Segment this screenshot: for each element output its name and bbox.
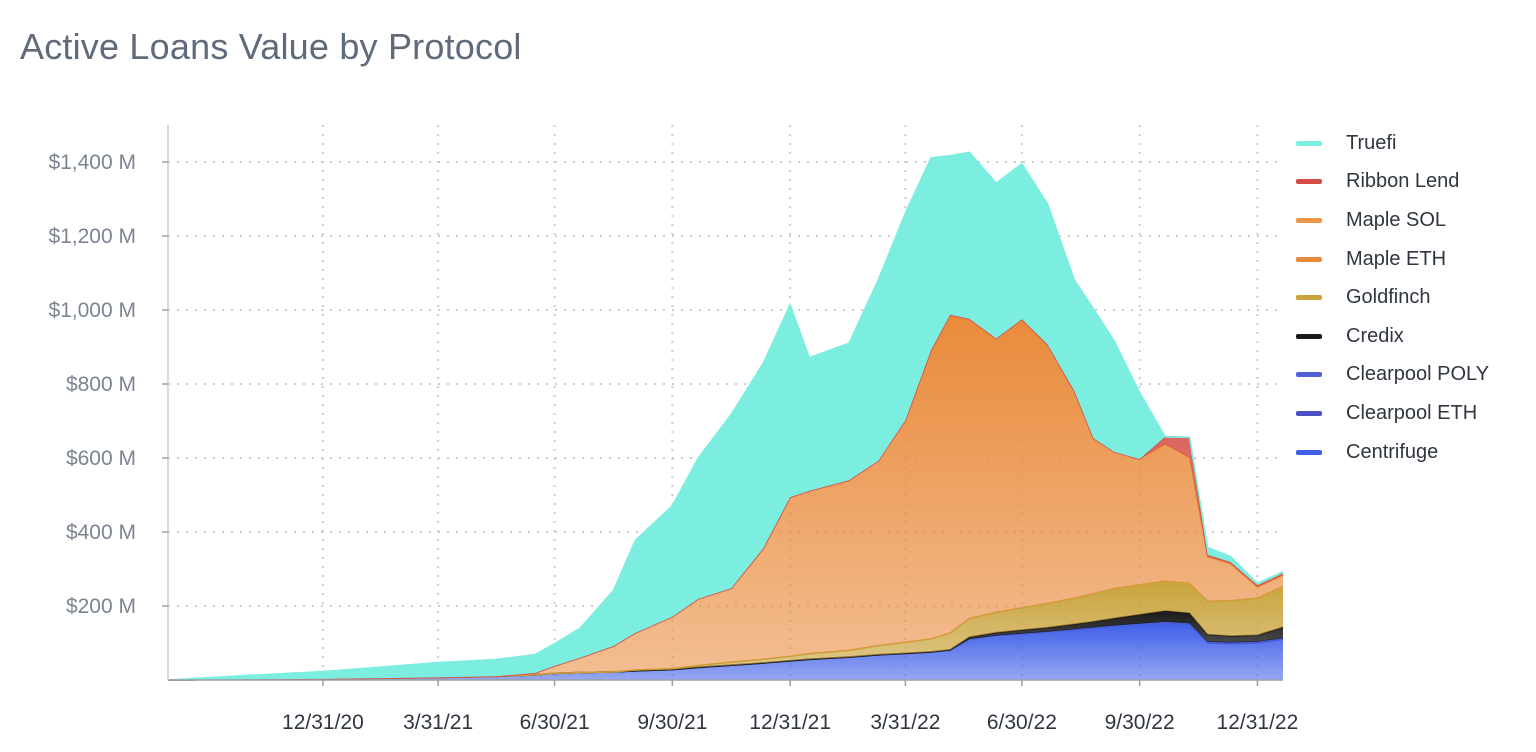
x-tick-labels: 12/31/20 3/31/21 6/30/21 9/30/21 12/31/21 3/3… <box>282 680 1298 734</box>
x-tick-label: 3/31/21 <box>403 711 473 734</box>
legend-swatch <box>1296 333 1322 339</box>
area-centrifuge <box>168 622 1283 680</box>
x-tick-label: 6/30/21 <box>520 711 590 734</box>
legend-label: Credix <box>1346 324 1404 347</box>
area-credix <box>168 610 1283 680</box>
x-tick-label: 6/30/22 <box>987 711 1057 734</box>
legend-item[interactable]: Credix <box>1296 317 1489 356</box>
legend-item[interactable]: Centrifuge <box>1296 433 1489 472</box>
legend-item[interactable]: Goldfinch <box>1296 278 1489 317</box>
stacked-areas <box>167 151 1284 681</box>
chart-title: Active Loans Value by Protocol <box>20 26 522 67</box>
legend-item[interactable]: Maple SOL <box>1296 201 1489 240</box>
legend-item[interactable]: Clearpool POLY <box>1296 356 1489 395</box>
area-truefi <box>168 152 1283 680</box>
x-tick-label: 9/30/22 <box>1105 711 1175 734</box>
legend-label: Clearpool POLY <box>1346 363 1490 386</box>
legend-swatch <box>1296 256 1322 262</box>
y-tick-labels: $200 M $400 M $600 M $800 M $1,000 M $1,200 M… <box>48 151 168 618</box>
y-tick-label: $1,200 M <box>48 225 136 248</box>
x-tick-label: 12/31/21 <box>749 711 831 734</box>
legend-swatch <box>1296 295 1322 301</box>
y-tick-label: $200 M <box>66 595 136 618</box>
legend-label: Truefi <box>1346 131 1397 154</box>
legend-swatch <box>1296 449 1322 455</box>
legend-item[interactable]: Truefi <box>1296 124 1489 163</box>
legend-label: Maple ETH <box>1346 247 1447 270</box>
legend-item[interactable]: Ribbon Lend <box>1296 163 1489 202</box>
legend-label: Clearpool ETH <box>1346 401 1478 424</box>
legend-label: Centrifuge <box>1346 440 1439 463</box>
legend-swatch <box>1296 140 1322 146</box>
legend-label: Maple SOL <box>1346 208 1447 231</box>
legend-swatch <box>1296 217 1322 223</box>
x-tick-label: 12/31/22 <box>1217 711 1299 734</box>
legend-swatch <box>1296 179 1322 185</box>
y-tick-label: $600 M <box>66 447 136 470</box>
line-truefi <box>167 151 1284 681</box>
y-tick-label: $1,000 M <box>48 299 136 322</box>
legend-label: Ribbon Lend <box>1346 170 1460 193</box>
legend-label: Goldfinch <box>1346 286 1431 309</box>
legend-swatch <box>1296 410 1322 416</box>
y-tick-label: $1,400 M <box>48 151 136 174</box>
x-tick-label: 12/31/20 <box>282 711 364 734</box>
legend: Truefi Ribbon Lend Maple SOL Maple ETH Goldf… <box>1296 124 1489 471</box>
legend-item[interactable]: Clearpool ETH <box>1296 394 1489 433</box>
axes <box>167 125 1283 681</box>
x-tick-label: 9/30/21 <box>637 711 707 734</box>
legend-swatch <box>1296 372 1322 378</box>
x-tick-label: 3/31/22 <box>870 711 940 734</box>
area-goldfinch <box>168 581 1283 680</box>
legend-item[interactable]: Maple ETH <box>1296 240 1489 279</box>
y-tick-label: $800 M <box>66 373 136 396</box>
area-maple-eth <box>168 314 1283 680</box>
y-tick-label: $400 M <box>66 521 136 544</box>
